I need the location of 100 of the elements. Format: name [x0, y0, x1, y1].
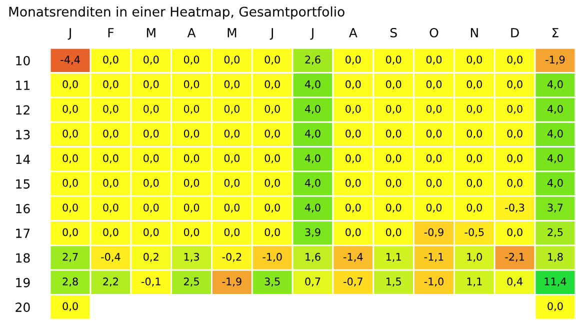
data-label: 2,2	[103, 278, 118, 286]
x-tick-label: J	[270, 28, 273, 40]
data-label: 0,0	[224, 56, 240, 65]
data-label: 0,0	[103, 80, 118, 90]
x-tick-label: A	[187, 28, 196, 38]
data-label: 0,0	[264, 228, 280, 238]
data-label: 4,0	[304, 178, 320, 188]
data-label: 0,0	[224, 178, 240, 188]
data-label: 0,0	[386, 204, 402, 213]
data-label: 0,0	[184, 130, 200, 139]
data-label: 0,0	[144, 228, 159, 238]
data-label: 1,1	[386, 253, 401, 262]
data-label: -1,9	[222, 278, 242, 286]
data-label: 0,0	[264, 80, 280, 90]
data-label: 0,0	[62, 154, 78, 164]
data-label: -0,2	[222, 252, 242, 262]
data-label: 0,0	[346, 228, 361, 238]
y-tick-label: 15	[16, 179, 30, 189]
data-label: 0,0	[184, 154, 200, 164]
data-label: 4,0	[547, 80, 563, 90]
data-label: 1,6	[306, 252, 320, 262]
data-label: 0,0	[507, 178, 522, 188]
data-label: 0,0	[346, 80, 361, 90]
data-label: 0,0	[264, 104, 280, 114]
data-label: 0,0	[426, 154, 442, 164]
data-label: 0,0	[466, 80, 482, 90]
y-tick-label: 13	[16, 130, 30, 140]
data-label: 4,0	[304, 204, 320, 213]
data-label: 0,0	[386, 130, 402, 139]
data-label: 0,0	[144, 104, 159, 114]
data-label: 2,7	[62, 252, 78, 262]
data-label: 0,0	[264, 56, 280, 65]
data-label: 0,0	[103, 56, 118, 65]
data-label: 0,0	[103, 104, 118, 114]
data-label: 0,0	[346, 130, 361, 139]
data-label: 0,0	[426, 130, 442, 139]
data-label: -1,4	[344, 253, 363, 262]
data-label: -0,3	[505, 204, 524, 213]
data-label: 2,5	[548, 228, 563, 238]
data-label: 0,0	[386, 104, 402, 114]
data-label: 0,0	[426, 80, 442, 90]
data-label: 0,0	[386, 178, 402, 188]
data-label: 0,0	[144, 130, 159, 139]
x-tick-label: Σ	[552, 28, 558, 38]
data-label: 0,7	[305, 278, 320, 286]
data-label: 4,0	[304, 80, 320, 90]
data-label: 0,0	[507, 228, 522, 238]
data-label: 0,0	[224, 228, 240, 238]
data-label: -1,9	[546, 56, 565, 65]
data-label: -0,5	[464, 228, 484, 238]
data-label: 4,0	[304, 130, 320, 139]
data-label: 2,6	[305, 56, 320, 65]
data-label: 0,0	[466, 154, 482, 164]
data-label: 0,0	[507, 80, 522, 90]
data-label: 1,8	[548, 252, 563, 262]
data-label: 0,0	[346, 104, 361, 114]
data-label: 0,0	[62, 228, 78, 238]
data-label: 4,0	[304, 104, 320, 114]
x-tick-label: M	[146, 28, 156, 38]
data-label: 0,0	[184, 56, 200, 65]
data-label: 4,0	[547, 104, 563, 114]
x-tick-label: M	[228, 28, 236, 38]
data-label: 0,0	[144, 56, 159, 65]
data-label: 0,0	[386, 56, 402, 65]
data-label: 3,7	[548, 204, 563, 213]
y-tick-label: 17	[16, 228, 30, 238]
data-label: 0,0	[144, 178, 159, 188]
data-label: 0,0	[346, 204, 361, 213]
data-label: 11,4	[544, 278, 566, 286]
data-label: 0,0	[386, 80, 402, 90]
data-label: 0,0	[184, 104, 200, 114]
data-label: 4,0	[547, 178, 563, 188]
x-tick-label: D	[511, 28, 519, 38]
data-label: 1,5	[386, 278, 401, 286]
data-label: 1,0	[467, 252, 482, 262]
data-label: 0,2	[144, 252, 158, 262]
data-label: 3,5	[264, 278, 280, 286]
x-tick-label: N	[470, 28, 478, 38]
data-label: 0,0	[62, 178, 78, 188]
data-label: 0,0	[466, 130, 482, 139]
data-label: 0,0	[184, 204, 200, 213]
data-label: 0,0	[466, 56, 482, 65]
data-label: 0,0	[386, 154, 402, 164]
data-label: 0,0	[507, 104, 522, 114]
data-label: 0,0	[426, 178, 442, 188]
y-tick-label: 20	[16, 302, 30, 312]
y-tick-label: 16	[16, 204, 30, 214]
data-label: 2,8	[62, 278, 78, 286]
data-label: 0,0	[426, 204, 442, 213]
data-label: 0,0	[103, 154, 118, 164]
data-label: 3,9	[305, 228, 320, 238]
y-tick-label: 11	[16, 80, 30, 90]
data-label: 0,0	[386, 228, 402, 238]
data-label: -0,1	[141, 278, 160, 286]
data-label: 0,0	[103, 228, 118, 238]
data-label: 0,0	[346, 56, 361, 65]
y-tick-label: 14	[16, 154, 30, 164]
data-label: 0,0	[224, 130, 240, 139]
data-label: 0,0	[346, 178, 361, 188]
data-label: -2,1	[505, 252, 524, 262]
